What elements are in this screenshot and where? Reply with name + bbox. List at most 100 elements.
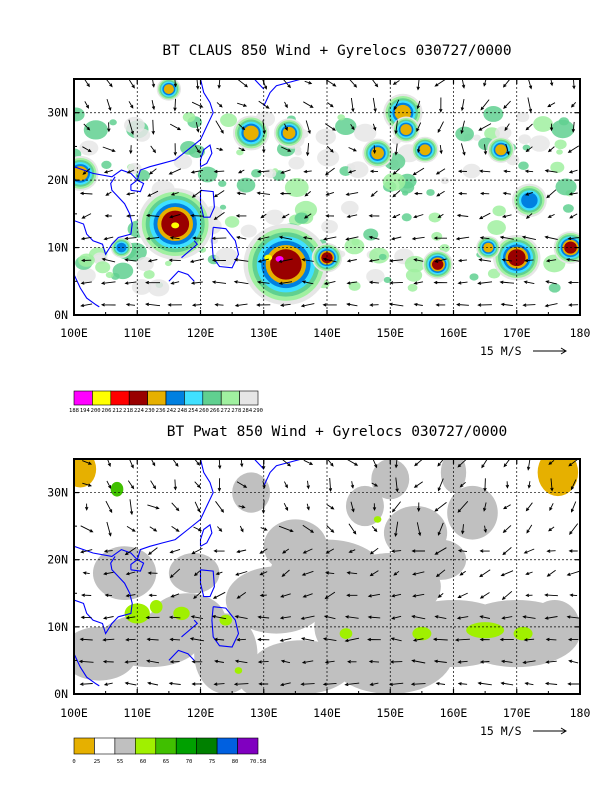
- cloud-patch: [317, 148, 340, 167]
- cloud-patch: [294, 212, 309, 224]
- wind-vector: [211, 280, 227, 284]
- x-tick-label: 120E: [187, 706, 215, 720]
- wind-vector: [103, 549, 113, 553]
- coastline: [168, 649, 195, 661]
- colorbar-swatch: [196, 737, 218, 755]
- cloud-patch: [182, 112, 196, 123]
- wind-vector: [105, 500, 113, 514]
- wind-vector: [324, 123, 336, 131]
- cloud-patch: [487, 268, 501, 279]
- wind-vector: [500, 302, 513, 307]
- wind-vector: [549, 123, 554, 132]
- wind-vector: [257, 236, 270, 241]
- wind-vector: [461, 524, 465, 535]
- colorbar-label: 55: [117, 759, 124, 765]
- wind-vector: [368, 235, 380, 240]
- wind-vector: [522, 303, 536, 307]
- wind-vector: [84, 101, 90, 109]
- wind-vector: [437, 459, 445, 467]
- cloud-patch: [224, 216, 240, 228]
- wind-vector: [128, 119, 134, 135]
- moisture-area: [74, 459, 97, 488]
- cloud-patch: [109, 119, 117, 126]
- wind-vector: [411, 614, 426, 620]
- wind-vector: [344, 637, 360, 643]
- wind-vector: [325, 214, 335, 218]
- wind-vector: [284, 101, 288, 109]
- wind-vector: [322, 637, 337, 642]
- cloud-patch: [337, 114, 346, 121]
- wind-vector: [499, 637, 514, 642]
- cloud-patch: [218, 180, 227, 187]
- cloud-cell: [116, 242, 127, 253]
- wind-vector: [213, 682, 225, 686]
- wind-vector: [437, 593, 444, 598]
- wind-vector: [479, 592, 490, 599]
- wind-vector: [345, 192, 359, 196]
- moisture-region: [415, 539, 467, 580]
- wind-vector: [259, 571, 268, 576]
- colorbar-swatch: [147, 390, 167, 406]
- cloud-patch: [240, 224, 257, 238]
- wind-vector: [346, 259, 357, 263]
- colorbar-swatch: [73, 737, 95, 755]
- wind-vector: [169, 213, 181, 219]
- wind-vector: [502, 547, 512, 556]
- cloud-cell: [507, 249, 526, 267]
- wind-vector: [324, 591, 336, 600]
- wind-vector: [480, 191, 490, 196]
- wind-vector: [302, 593, 313, 598]
- wind-vector: [148, 168, 157, 175]
- wind-vector: [410, 682, 426, 686]
- wind-vector: [190, 615, 204, 620]
- wind-vector: [546, 189, 557, 199]
- wind-vector: [479, 236, 490, 240]
- wind-vector: [279, 191, 291, 196]
- wind-vector: [567, 145, 580, 153]
- wind-vector: [391, 615, 402, 620]
- wind-vector: [460, 99, 465, 112]
- wind-vector: [527, 79, 533, 90]
- wind-vector: [548, 460, 555, 465]
- gyre-location-mark: [275, 256, 284, 263]
- wind-vector: [322, 303, 337, 307]
- cloud-patch: [378, 253, 387, 260]
- wind-vector: [214, 659, 224, 664]
- wind-vector: [301, 660, 314, 664]
- wind-vector: [416, 79, 420, 91]
- cloud-cell: [270, 249, 302, 280]
- cloud-patch: [220, 113, 238, 127]
- wind-vector: [103, 236, 114, 241]
- wind-vector: [416, 146, 421, 154]
- wind-vector: [570, 501, 577, 513]
- wind-vector: [344, 682, 360, 687]
- wind-vector: [483, 79, 487, 87]
- wind-vector: [195, 122, 200, 133]
- gyre-location-mark: [264, 254, 273, 261]
- wind-vector: [282, 548, 290, 554]
- wind-vector: [571, 121, 576, 133]
- wind-vector: [191, 547, 203, 555]
- wind-vector: [457, 258, 468, 263]
- wind-vector: [303, 213, 312, 219]
- cloud-patch: [136, 256, 154, 272]
- cloud-patch: [284, 178, 309, 198]
- wind-vector: [459, 481, 466, 488]
- wind-vector: [194, 501, 201, 513]
- wind-vector: [300, 615, 315, 620]
- wind-vector: [193, 570, 201, 577]
- moisture-region-high: [149, 600, 163, 614]
- wind-vector: [192, 236, 202, 240]
- wind-vector: [368, 214, 380, 218]
- wind-vector: [368, 659, 380, 664]
- wind-vector: [525, 571, 533, 576]
- wind-vector: [568, 659, 579, 664]
- colorbar-label: 284: [242, 408, 253, 414]
- wind-vector: [217, 526, 223, 532]
- cloud-cell: [282, 126, 296, 140]
- y-tick-label: 0N: [54, 308, 68, 322]
- wind-vector: [190, 169, 204, 174]
- wind-vector: [503, 169, 511, 173]
- cloud-patch: [492, 205, 506, 217]
